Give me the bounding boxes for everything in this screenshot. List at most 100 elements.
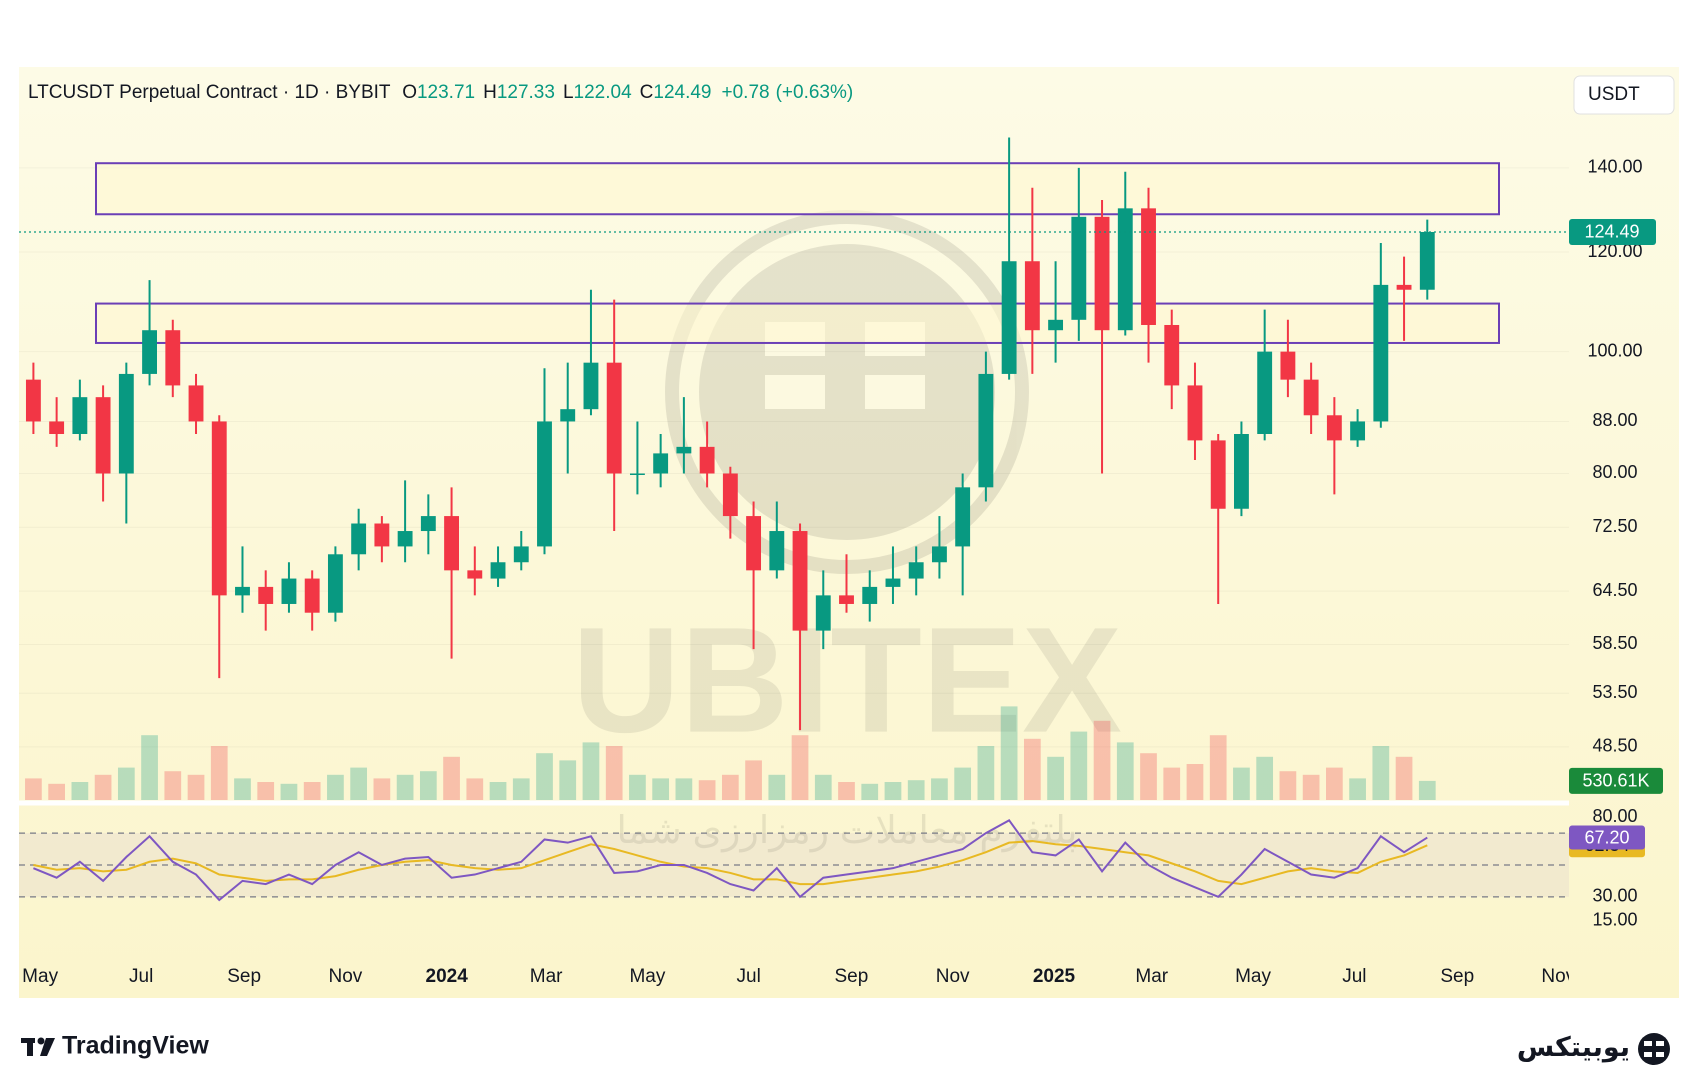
currency-button[interactable]: USDT xyxy=(1573,75,1675,115)
volume-bar xyxy=(907,780,925,800)
volume-bar xyxy=(1000,706,1018,800)
y-tick-label: 140.00 xyxy=(1587,157,1642,177)
footer-right: یوبیتکس xyxy=(1517,1032,1630,1063)
candle-body xyxy=(978,373,994,488)
symbol: LTCUSDT Perpetual Contract · 1D · BYBIT xyxy=(28,82,391,103)
volume-bar xyxy=(1279,771,1297,800)
candle-body xyxy=(1373,284,1389,422)
y-tick-label: 64.50 xyxy=(1592,580,1637,600)
candle-body xyxy=(1234,434,1249,509)
candles-layer xyxy=(25,137,1435,731)
currency-label[interactable]: USDT xyxy=(1588,84,1640,105)
volume-bar xyxy=(884,782,902,800)
candle-body xyxy=(1257,351,1273,435)
candle-body xyxy=(444,516,460,571)
candle-body xyxy=(1094,216,1110,331)
candle-body xyxy=(118,373,134,474)
candle-body xyxy=(1048,319,1064,331)
candle-body xyxy=(676,446,692,454)
candle-body xyxy=(165,330,181,386)
candle-body xyxy=(467,570,483,579)
ohlc-value: 124.49 xyxy=(653,82,711,103)
volume-bar xyxy=(838,782,855,800)
zone-box xyxy=(95,162,1500,216)
candle-body xyxy=(769,531,785,571)
candle-body xyxy=(1164,324,1180,386)
volume-bar xyxy=(745,760,762,800)
candle-body xyxy=(792,531,808,631)
volume-tag-label: 530.61K xyxy=(1582,771,1649,791)
candle-body xyxy=(815,595,831,631)
candle-body xyxy=(281,578,297,604)
candle-body xyxy=(537,421,552,547)
candle-body xyxy=(1326,415,1342,441)
volume-bar xyxy=(605,746,623,800)
candle-body xyxy=(1187,385,1203,441)
rsi-tag xyxy=(1569,825,1645,850)
candle-body xyxy=(908,562,924,579)
volume-bar xyxy=(1070,731,1088,800)
volume-bar xyxy=(1325,767,1343,800)
volume-bar xyxy=(164,771,182,800)
currency-button-box[interactable] xyxy=(1573,75,1675,115)
volume-bar xyxy=(791,735,809,800)
candle-body xyxy=(722,473,738,517)
ohlc-value: 127.33 xyxy=(497,82,555,103)
rsi-layer xyxy=(19,800,1569,902)
volume-bar xyxy=(1047,756,1064,800)
x-tick-label: Nov xyxy=(329,966,363,987)
candle-body xyxy=(397,531,413,547)
x-tick-label: Sep xyxy=(834,966,868,987)
candle-body xyxy=(1024,261,1040,331)
volume-bar xyxy=(1256,756,1274,800)
x-tick-label: Jul xyxy=(737,966,761,987)
last-price-tag xyxy=(1569,218,1656,245)
candle-body xyxy=(374,523,390,547)
volume-bar xyxy=(1116,742,1134,800)
rsi-ma-line xyxy=(33,840,1428,886)
rsi-tick-label: 80.00 xyxy=(1592,806,1637,826)
y-tick-label: 72.50 xyxy=(1592,516,1637,536)
candle-body xyxy=(1001,261,1017,374)
candle-body xyxy=(1210,440,1226,509)
candle-body xyxy=(1117,208,1133,331)
x-tick-label: May xyxy=(1235,966,1271,987)
candle-body xyxy=(606,362,622,474)
rsi-tag-label: 67.20 xyxy=(1584,827,1629,847)
candle-body xyxy=(513,546,529,563)
candle-body xyxy=(25,379,41,422)
candle-body xyxy=(49,421,65,435)
candle-body xyxy=(1280,351,1296,380)
tradingview-logo xyxy=(21,1037,55,1056)
volume-bar xyxy=(117,767,135,800)
candle-body xyxy=(931,546,947,563)
candle-body xyxy=(629,473,645,475)
x-tick-label: Mar xyxy=(530,966,563,987)
x-tick-label: 2025 xyxy=(1033,966,1076,987)
candle-body xyxy=(351,523,367,555)
volume-bar xyxy=(419,771,437,800)
watermark-brand: UBITEX xyxy=(572,596,1122,764)
volume-bar xyxy=(559,760,577,800)
candle-body xyxy=(839,595,854,604)
volume-bar xyxy=(768,774,786,800)
volume-bar xyxy=(396,774,414,800)
x-tick-label: May xyxy=(629,966,665,987)
volume-bar xyxy=(629,774,646,800)
ubitex-logo xyxy=(1638,1033,1670,1065)
volume-bar xyxy=(721,774,739,800)
volume-bar xyxy=(1233,767,1250,800)
x-tick-label: May xyxy=(22,966,58,987)
volume-layer xyxy=(25,706,1436,800)
volume-bar xyxy=(373,778,391,800)
ohlc-value: 123.71 xyxy=(417,82,475,103)
y-tick-label: 53.50 xyxy=(1592,682,1637,702)
volume-bar xyxy=(652,778,670,800)
candle-body xyxy=(304,578,320,613)
candle-body xyxy=(1350,421,1366,441)
volume-bar xyxy=(512,778,530,800)
volume-bar xyxy=(466,778,484,800)
candle-body xyxy=(188,385,204,422)
